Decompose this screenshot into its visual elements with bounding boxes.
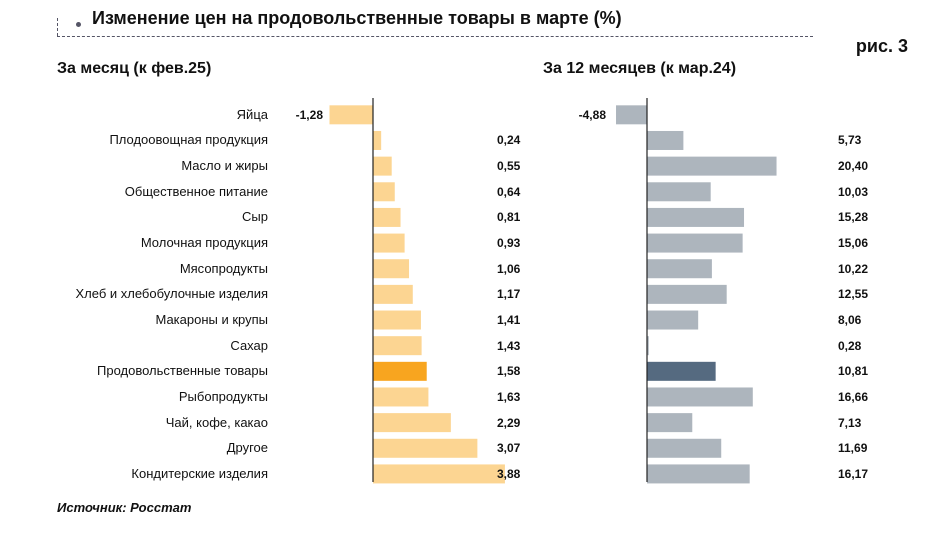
category-label: Чай, кофе, какао: [165, 414, 268, 430]
yearly-bar: [647, 284, 727, 304]
monthly-bar: [373, 413, 451, 433]
category-label: Продовольственные товары: [97, 363, 268, 379]
monthly-value-label: 1,58: [497, 364, 521, 379]
yearly-bar: [647, 387, 753, 407]
yearly-bar: [647, 130, 684, 150]
monthly-bar: [373, 464, 505, 484]
chart-title: Изменение цен на продовольственные товар…: [92, 8, 622, 28]
monthly-value-label: 3,88: [497, 466, 521, 481]
monthly-bar: [373, 310, 421, 330]
category-label: Сахар: [230, 337, 268, 353]
yearly-bar: [647, 156, 777, 176]
yearly-value-label: 12,55: [838, 287, 869, 302]
category-label: Масло и жиры: [181, 158, 268, 174]
monthly-bar: [373, 284, 413, 304]
yearly-bar: [647, 438, 722, 458]
yearly-value-label: -4,88: [578, 107, 606, 122]
yearly-value-label: 16,66: [838, 389, 869, 404]
yearly-value-label: 10,22: [838, 261, 869, 276]
monthly-bar: [373, 130, 382, 150]
category-label: Общественное питание: [124, 183, 268, 199]
yearly-bar: [647, 413, 693, 433]
yearly-value-label: 8,06: [838, 313, 862, 328]
yearly-value-label: 15,06: [838, 236, 869, 251]
monthly-value-label: 1,06: [497, 261, 521, 276]
monthly-value-label: 0,64: [497, 184, 521, 199]
monthly-bar: [373, 361, 427, 381]
monthly-bar: [373, 259, 410, 279]
title-frame-horizontal: [57, 36, 813, 37]
category-label: Рыбопродукты: [178, 388, 268, 404]
monthly-value-label: 0,55: [497, 159, 521, 174]
yearly-bar: [647, 207, 745, 227]
monthly-value-label: 0,81: [497, 210, 521, 225]
yearly-bar: [647, 233, 743, 253]
yearly-value-label: 11,69: [838, 441, 868, 456]
monthly-value-label: 1,63: [497, 389, 521, 404]
monthly-value-label: 0,93: [497, 236, 521, 251]
category-label: Молочная продукция: [140, 235, 268, 251]
yearly-value-label: 10,03: [838, 184, 869, 199]
yearly-value-label: 0,28: [838, 338, 862, 353]
yearly-bar: [647, 259, 712, 279]
category-label: Мясопродукты: [179, 260, 268, 276]
yearly-value-label: 10,81: [838, 364, 869, 379]
yearly-bar: [647, 464, 750, 484]
yearly-value-label: 7,13: [838, 415, 862, 430]
category-label: Сыр: [242, 209, 268, 225]
monthly-value-label: 1,43: [497, 338, 521, 353]
title-bullet-icon: [76, 22, 81, 27]
monthly-value-label: 3,07: [497, 441, 521, 456]
yearly-bar: [647, 336, 649, 356]
monthly-bar: [373, 156, 392, 176]
monthly-value-label: 1,17: [497, 287, 521, 302]
monthly-value-label: 2,29: [497, 415, 521, 430]
figure-label: рис. 3: [855, 36, 908, 56]
monthly-value-label: 1,41: [497, 313, 521, 328]
category-label: Кондитерские изделия: [131, 465, 268, 481]
category-label: Макароны и крупы: [155, 312, 268, 328]
monthly-bar: [373, 336, 422, 356]
yearly-bar: [647, 310, 699, 330]
yearly-value-label: 20,40: [838, 159, 869, 174]
category-label: Плодоовощная продукция: [109, 132, 268, 148]
monthly-chart-title: За месяц (к фев.25): [57, 60, 212, 77]
category-label: Яйца: [236, 106, 268, 122]
yearly-value-label: 16,17: [838, 466, 869, 481]
monthly-bar: [373, 387, 429, 407]
yearly-chart-title: За 12 месяцев (к мар.24): [543, 60, 737, 77]
yearly-bar: [616, 105, 647, 125]
source-note: Источник: Росстат: [57, 500, 192, 515]
monthly-bar: [329, 105, 373, 125]
monthly-bar: [373, 438, 478, 458]
monthly-bar: [373, 182, 395, 202]
category-label: Другое: [226, 440, 268, 456]
category-label: Хлеб и хлебобулочные изделия: [75, 286, 268, 302]
monthly-bar: [373, 207, 401, 227]
yearly-bar: [647, 182, 711, 202]
yearly-bar: [647, 361, 716, 381]
monthly-bar: [373, 233, 405, 253]
yearly-value-label: 5,73: [838, 133, 862, 148]
monthly-value-label: 0,24: [497, 133, 521, 148]
title-frame-vertical: [57, 18, 58, 36]
yearly-value-label: 15,28: [838, 210, 869, 225]
monthly-value-label: -1,28: [295, 107, 323, 122]
